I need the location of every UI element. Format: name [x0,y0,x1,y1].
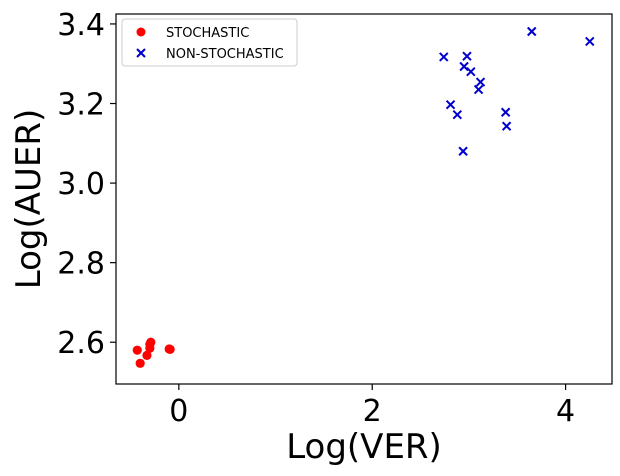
y-tick-label: 3.0 [57,167,105,202]
x-tick-label: 0 [169,394,188,429]
legend-box [121,18,298,67]
non-stochastic-point [500,107,511,117]
y-tick-label: 3.4 [57,8,105,43]
stochastic-point [145,339,155,349]
non-stochastic-point [501,121,512,131]
legend: STOCHASTIC NON-STOCHASTIC [121,18,298,67]
non-stochastic-point [458,146,468,156]
non-stochastic-point [466,66,476,77]
non-stochastic-point [452,109,463,120]
ticks-layer: 0 2 4 2.6 2.8 3.0 3.2 3.4 [57,8,575,429]
non-stochastic-point [439,52,449,62]
non-stochastic-point [462,51,472,61]
legend-marker-stochastic [136,27,146,37]
non-stochastic-point [475,77,486,87]
non-stochastic-point [527,26,537,37]
stochastic-point [142,350,152,360]
legend-marker-non-stochastic [136,48,146,58]
y-tick-label: 3.2 [57,88,105,123]
stochastic-point [132,345,142,355]
non-stochastic-point [459,61,469,72]
x-tick-label: 2 [363,394,382,429]
legend-label-non-stochastic: NON-STOCHASTIC [166,47,284,62]
plot-area [115,13,613,385]
x-tick-label: 4 [556,394,575,429]
non-stochastic-point [445,100,456,110]
y-tick-label: 2.8 [57,247,105,282]
y-tick-label: 2.6 [57,326,105,361]
non-stochastic-point [473,84,484,95]
x-axis-title: Log(VER) [286,427,442,467]
non-stochastic-point [585,36,595,47]
y-axis-title: Log(AUER) [9,109,49,290]
legend-label-stochastic: STOCHASTIC [166,26,249,41]
stochastic-point [135,358,145,368]
points-layer [132,26,595,368]
stochastic-point [164,344,174,354]
